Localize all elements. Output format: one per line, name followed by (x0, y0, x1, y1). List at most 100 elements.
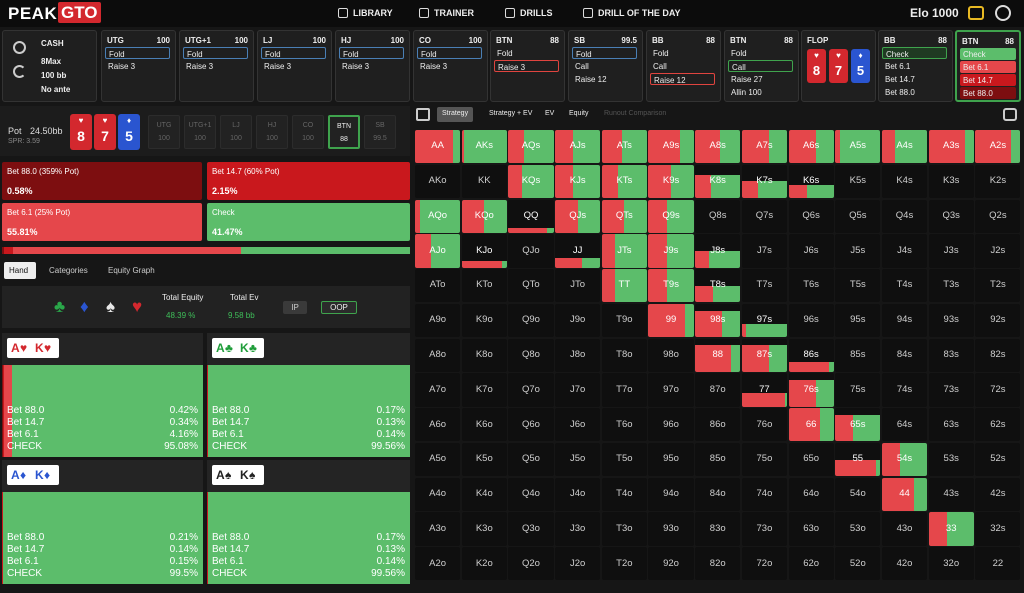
hand-cell[interactable]: 85o (695, 442, 741, 477)
hand-cell[interactable]: K9s (648, 164, 694, 199)
suit-filter[interactable]: ♥ (132, 297, 143, 316)
hand-cell[interactable]: 43o (881, 512, 928, 546)
hand-cell[interactable]: J2s (975, 234, 1021, 268)
view-tab[interactable]: Strategy (437, 107, 474, 122)
hand-cell[interactable]: QTs (601, 199, 647, 233)
hand-cell[interactable]: 84s (881, 338, 928, 372)
tab[interactable]: Hand (4, 262, 36, 279)
strategy-box[interactable]: Bet 6.1 (25% Pot) 55.81% (2, 203, 202, 241)
action-card[interactable]: FLOP ♥ 8 ♥ 7 ♦ 5 (801, 30, 876, 102)
hand-cell[interactable]: 44 (881, 477, 928, 511)
action-option[interactable]: Fold (105, 47, 170, 59)
hand-cell[interactable]: QQ (508, 199, 554, 233)
hand-cell[interactable]: T3o (601, 512, 647, 546)
action-option[interactable]: Bet 6.1 (885, 62, 911, 71)
hand-cell[interactable]: K4o (461, 477, 507, 511)
hand-cell[interactable]: KTo (461, 269, 507, 303)
hand-cell[interactable]: J6s (788, 234, 834, 268)
hand-cell[interactable]: 93s (928, 303, 974, 338)
hand-cell[interactable]: 33 (928, 512, 974, 546)
action-card[interactable]: LJ 100 Fold Raise 3 (257, 30, 332, 102)
hand-cell[interactable]: 95o (648, 442, 694, 477)
hand-cell[interactable]: Q2o (508, 547, 554, 581)
hand-cell[interactable]: 52o (835, 547, 881, 581)
hand-cell[interactable]: 63s (928, 408, 974, 442)
nav-item[interactable]: DRILLS (520, 8, 553, 18)
hand-cell[interactable]: A7s (741, 130, 788, 164)
hand-cell[interactable]: 99 (648, 303, 694, 338)
hand-cell[interactable]: 85s (835, 338, 881, 372)
hand-cell[interactable]: Q6o (508, 408, 554, 442)
hand-cell[interactable]: 94o (648, 477, 694, 511)
hand-cell[interactable]: 77 (741, 373, 788, 407)
hand-cell[interactable]: Q2s (975, 199, 1021, 233)
action-option[interactable]: Fold (572, 47, 637, 59)
hand-cell[interactable]: 53s (928, 442, 974, 477)
hand-cell[interactable]: K5o (461, 442, 507, 477)
oop-button[interactable]: OOP (321, 301, 357, 314)
hand-cell[interactable]: 93o (648, 512, 694, 546)
hand-cell[interactable]: 83o (695, 512, 741, 546)
hand-cell[interactable]: J7s (741, 234, 788, 268)
strategy-box[interactable]: Bet 14.7 (60% Pot) 2.15% (207, 162, 410, 200)
view-tab[interactable]: EV (545, 110, 555, 117)
hand-cell[interactable]: 95s (835, 303, 881, 338)
hand-cell[interactable]: ATo (415, 269, 461, 303)
action-option[interactable]: Fold (183, 47, 248, 59)
hand-cell[interactable]: A5s (835, 130, 881, 164)
hand-cell[interactable]: K4s (881, 164, 928, 199)
hand-cell[interactable]: 54s (881, 442, 928, 477)
strategy-box[interactable]: Check 41.47% (207, 203, 410, 241)
suit-filter[interactable]: ♣ (54, 297, 66, 316)
ip-button[interactable]: IP (283, 301, 307, 314)
hand-cell[interactable]: KJs (555, 164, 601, 199)
hand-cell[interactable]: T8o (601, 338, 647, 372)
hand-cell[interactable]: A3o (415, 512, 461, 546)
action-option[interactable]: Fold (417, 47, 482, 59)
action-card[interactable]: BB 88 Fold Call Raise 12 (646, 30, 721, 102)
action-option[interactable]: Call (728, 60, 793, 72)
refresh-icon[interactable] (13, 65, 26, 78)
action-option[interactable]: Raise 27 (731, 75, 763, 84)
hand-cell[interactable]: AQs (508, 130, 554, 164)
hand-cell[interactable]: 63o (788, 512, 834, 546)
suit-filter[interactable]: ♦ (80, 297, 89, 316)
hand-cell[interactable]: K2s (975, 164, 1021, 199)
hand-cell[interactable]: J8o (555, 338, 601, 372)
action-option[interactable]: Raise 3 (186, 62, 214, 71)
action-option[interactable]: Bet 14.7 (960, 74, 1016, 86)
hand-cell[interactable]: 74o (741, 477, 788, 511)
hand-cell[interactable]: T2o (601, 547, 647, 581)
chat-icon[interactable] (968, 6, 984, 20)
hand-cell[interactable]: T4s (881, 269, 928, 303)
hand-cell[interactable]: JTs (601, 234, 647, 268)
hand-cell[interactable]: 75s (835, 373, 881, 407)
hand-cell[interactable]: T6s (788, 269, 834, 303)
nav-item[interactable]: TRAINER (434, 8, 474, 18)
strategy-box[interactable]: Bet 88.0 (359% Pot) 0.58% (2, 162, 202, 200)
hand-cell[interactable]: K2o (461, 547, 507, 581)
hand-cell[interactable]: K9o (461, 303, 507, 338)
hand-cell[interactable]: 98o (648, 338, 694, 372)
action-option[interactable]: Raise 12 (650, 73, 715, 85)
hand-cell[interactable]: A4o (415, 477, 461, 511)
hand-cell[interactable]: K8s (695, 164, 741, 199)
hand-cell[interactable]: 64o (788, 477, 834, 511)
action-card[interactable]: CO 100 Fold Raise 3 (413, 30, 488, 102)
hand-cell[interactable]: A3s (928, 130, 974, 164)
hand-cell[interactable]: 83s (928, 338, 974, 372)
hand-cell[interactable]: 66 (788, 408, 834, 442)
hand-cell[interactable]: 62o (788, 547, 834, 581)
action-card[interactable]: UTG+1 100 Fold Raise 3 (179, 30, 254, 102)
hand-cell[interactable]: AQo (415, 199, 461, 233)
hand-cell[interactable]: K7s (741, 164, 788, 199)
nav-item[interactable]: DRILL OF THE DAY (598, 8, 681, 18)
hand-cell[interactable]: A9s (648, 130, 694, 164)
hand-cell[interactable]: A8o (415, 338, 461, 372)
hand-cell[interactable]: T2s (975, 269, 1021, 303)
hand-cell[interactable]: KK (461, 164, 507, 199)
hand-cell[interactable]: AJs (555, 130, 601, 164)
hand-cell[interactable]: 86o (695, 408, 741, 442)
hand-cell[interactable]: Q5o (508, 442, 554, 477)
action-option[interactable]: Bet 88.0 (885, 88, 915, 97)
